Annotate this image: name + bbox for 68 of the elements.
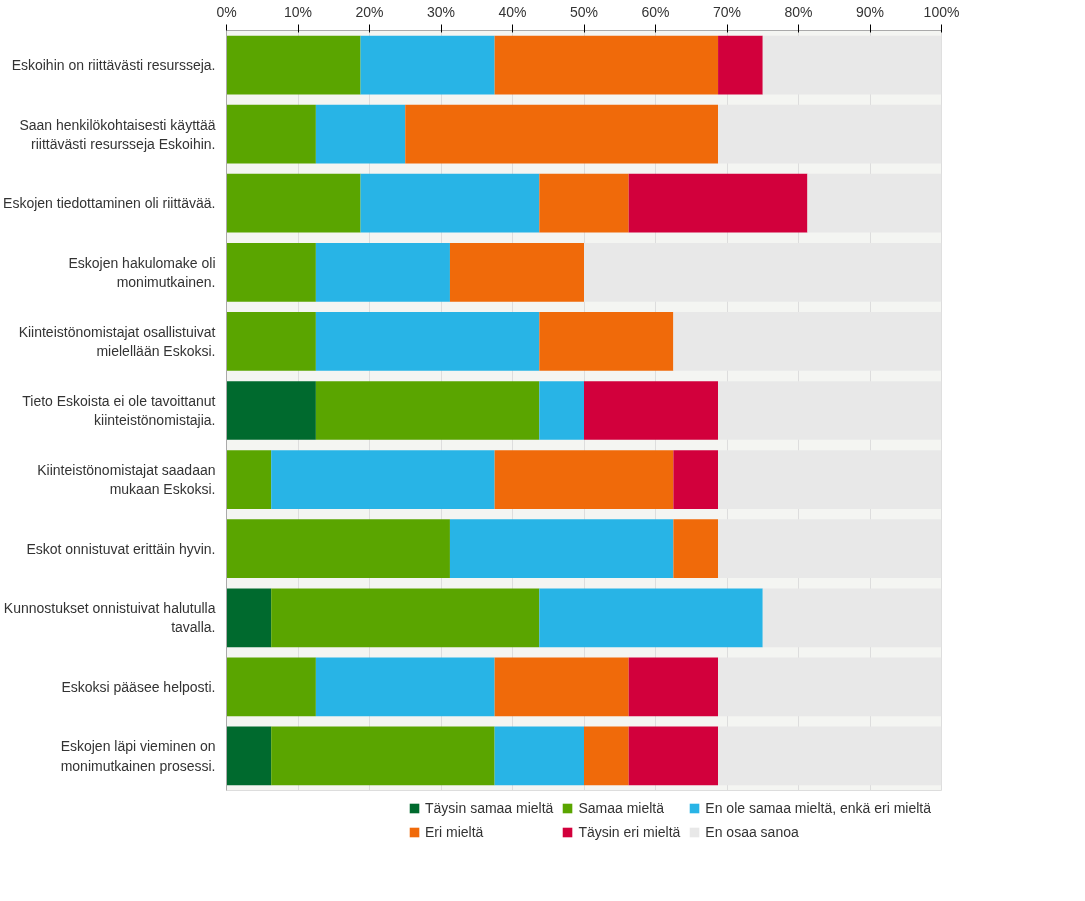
bar (315, 381, 540, 440)
legend-label: En ole samaa mieltä, enkä eri mieltä (705, 800, 931, 816)
x-tick-label: 90% (855, 3, 885, 20)
bar (449, 242, 584, 302)
x-tick-label: 70% (712, 3, 742, 20)
y-tick-label: Eskoksi pääsee helposti. (61, 678, 216, 695)
x-tick-label: 100% (923, 3, 960, 20)
y-tick-label: Kiinteistönomistajat saadaan mukaan Eskoksi. (37, 461, 216, 498)
bar (226, 242, 316, 302)
bar (718, 35, 763, 95)
bar (226, 726, 272, 786)
y-tick-label: Eskot onnistuvat erittäin hyvin. (26, 540, 216, 557)
bar (539, 588, 763, 648)
legend-label: Täysin samaa mieltä (425, 800, 554, 816)
bar (315, 242, 450, 302)
bar (584, 726, 629, 786)
bar (226, 312, 316, 371)
bar (226, 35, 361, 95)
bar (628, 726, 719, 786)
y-tick-label: Eskojen tiedottaminen oli riittävää. (3, 195, 216, 212)
x-tick-label: 50% (569, 3, 599, 20)
bar (673, 450, 719, 509)
x-tick-label: 60% (641, 3, 670, 20)
bar (449, 519, 674, 579)
bar (271, 588, 540, 648)
legend-label: Eri mieltä (425, 824, 484, 840)
y-tick-label: Saan henkilökohtaisesti käyttää riittävästi resursseja Eskoihin. (19, 116, 216, 152)
y-tick-label: Eskoihin on riittävästi resursseja. (11, 57, 216, 74)
y-tick-label: Kiinteistönomistajat osallistuivat mielellään Eskoksi. (18, 323, 216, 360)
bar (539, 173, 629, 233)
bar (494, 35, 719, 95)
x-tick-label: 30% (426, 3, 456, 20)
bar (226, 519, 450, 579)
bar (360, 173, 540, 233)
legend-label: Täysin eri mieltä (578, 824, 681, 840)
bar (539, 381, 584, 440)
bar (673, 519, 719, 579)
bar (628, 657, 719, 717)
y-tick-label: Eskojen hakulomake oli monimutkainen. (68, 254, 216, 290)
bar (226, 381, 316, 440)
x-tick-label: 0% (216, 3, 237, 20)
bar (360, 35, 495, 95)
bar (226, 657, 316, 717)
bar (315, 104, 406, 164)
x-tick-label: 40% (498, 3, 527, 20)
bar (405, 104, 719, 164)
bar (226, 104, 316, 164)
x-tick-label: 80% (784, 3, 813, 20)
y-tick-label: Eskojen läpi vieminen on monimutkainen prosessi. (60, 738, 216, 774)
bar (271, 450, 495, 509)
bar (271, 726, 495, 786)
legend-label: Samaa mieltä (578, 800, 664, 816)
bar (494, 657, 629, 717)
bar (494, 726, 584, 786)
y-tick-label: Kunnostukset onnistuivat halutulla tavalla. (3, 600, 216, 636)
bar (315, 657, 495, 717)
bar (539, 312, 674, 371)
bar (628, 173, 808, 233)
legend-label: En osaa sanoa (705, 824, 799, 840)
x-tick-label: 10% (283, 3, 313, 20)
y-tick-label: Tieto Eskoista ei ole tavoittanut kiinteistönomistajia. (22, 392, 216, 429)
x-tick-label: 20% (355, 3, 384, 20)
bar (226, 588, 272, 648)
bar (226, 450, 272, 509)
bar (315, 312, 540, 371)
bar (584, 381, 719, 440)
bar (494, 450, 674, 509)
bar (226, 173, 361, 233)
